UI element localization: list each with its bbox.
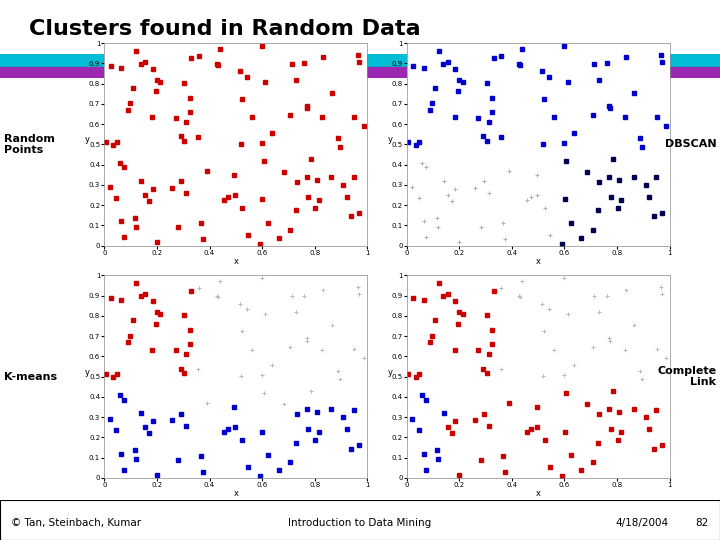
Bar (0, 54, 720, 68)
Text: © Tan, Steinbach, Kumar: © Tan, Steinbach, Kumar (11, 518, 141, 528)
Text: 82: 82 (695, 518, 708, 528)
X-axis label: x: x (536, 257, 541, 266)
Text: 4/18/2004: 4/18/2004 (616, 518, 669, 528)
Text: Random
Points: Random Points (4, 133, 55, 156)
Y-axis label: y: y (387, 368, 392, 377)
X-axis label: x: x (233, 257, 238, 266)
Text: DBSCAN: DBSCAN (665, 139, 716, 150)
Text: K-means: K-means (4, 372, 57, 382)
Bar (0, 68, 720, 78)
Y-axis label: y: y (387, 136, 392, 144)
X-axis label: x: x (536, 489, 541, 498)
Text: Complete
Link: Complete Link (657, 366, 716, 388)
Y-axis label: y: y (85, 368, 90, 377)
Y-axis label: y: y (85, 136, 90, 144)
Text: Clusters found in Random Data: Clusters found in Random Data (29, 19, 420, 39)
Text: Introduction to Data Mining: Introduction to Data Mining (289, 518, 431, 528)
X-axis label: x: x (233, 489, 238, 498)
